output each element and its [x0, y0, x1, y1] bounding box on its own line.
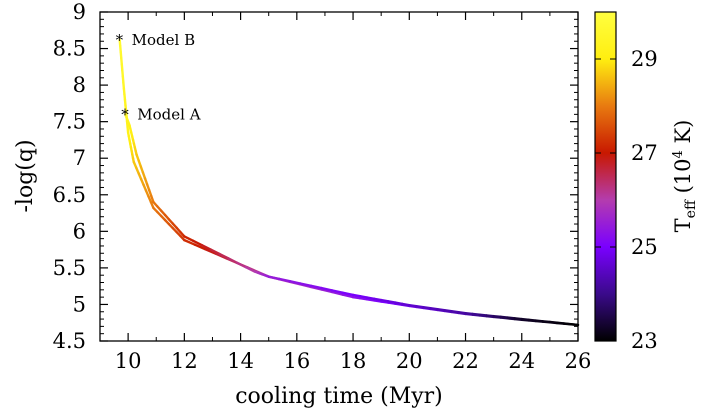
x-axis-title: cooling time (Myr) — [235, 384, 443, 409]
x-tick-label: 24 — [508, 349, 535, 373]
colorbar-title-rest1: (10 — [671, 159, 695, 201]
colorbar-tick-label: 27 — [631, 141, 658, 165]
y-tick-label: 6 — [73, 219, 86, 243]
y-tick-label: 5 — [73, 292, 86, 316]
x-tick-label: 10 — [115, 349, 142, 373]
y-tick-label: 5.5 — [53, 256, 86, 280]
y-tick-label: 7.5 — [53, 110, 86, 134]
annotation-label: Model A — [137, 105, 200, 123]
colorbar-title: Teff (104 K) — [671, 120, 699, 233]
annotation-marker: * — [116, 31, 124, 49]
y-tick-label: 8.5 — [53, 37, 86, 61]
x-tick-label: 20 — [396, 349, 423, 373]
annotation-label: Model B — [132, 31, 195, 49]
x-tick-label: 12 — [171, 349, 198, 373]
colorbar-tick-label: 25 — [631, 235, 658, 259]
colorbar-title-sub: eff — [683, 199, 699, 218]
y-tick-label: 4.5 — [53, 329, 86, 353]
plot-frame — [99, 11, 579, 342]
y-tick-label: 8 — [73, 73, 86, 97]
colorbar-tick-label: 23 — [631, 329, 658, 353]
x-tick-label: 14 — [227, 349, 254, 373]
series-line-2 — [124, 113, 580, 327]
colorbar-title-rest2: K) — [671, 120, 695, 151]
x-tick-label: 26 — [565, 349, 592, 373]
annotation-marker: * — [121, 105, 129, 123]
y-axis-title: -log(q) — [13, 139, 38, 212]
colorbar-title-sup: 4 — [671, 150, 686, 158]
x-tick-label: 22 — [452, 349, 479, 373]
y-tick-label: 7 — [73, 146, 86, 170]
y-tick-label: 6.5 — [53, 183, 86, 207]
x-tick-label: 18 — [340, 349, 367, 373]
colorbar-title-main: T — [671, 218, 695, 232]
colorbar-tick-label: 29 — [631, 47, 658, 71]
x-tick-label: 16 — [283, 349, 310, 373]
y-tick-label: 9 — [73, 0, 86, 24]
series-line-1 — [118, 38, 580, 327]
colorbar — [594, 11, 617, 342]
